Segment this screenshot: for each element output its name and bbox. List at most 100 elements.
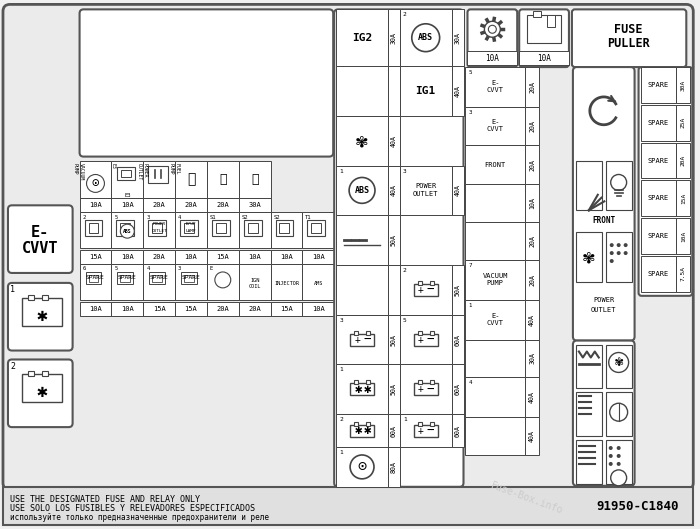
Bar (452, 414, 463, 447)
Text: 4: 4 (178, 215, 181, 220)
Text: 10A: 10A (121, 306, 134, 312)
Text: 10A: 10A (537, 53, 551, 62)
Text: ✱: ✱ (354, 383, 362, 396)
FancyBboxPatch shape (573, 341, 635, 486)
Text: 15A: 15A (216, 254, 229, 260)
Circle shape (349, 177, 375, 203)
Text: 40A: 40A (454, 85, 461, 97)
Bar (452, 10, 463, 66)
Text: ✱: ✱ (354, 424, 362, 437)
Bar (452, 364, 463, 414)
Bar (42, 371, 48, 377)
Bar (80, 161, 111, 198)
Text: SPARE: SPARE (181, 276, 200, 280)
Text: 50A: 50A (391, 384, 397, 395)
Text: 20A: 20A (529, 81, 535, 93)
Text: 20A: 20A (216, 306, 229, 312)
Text: SPARE: SPARE (118, 276, 136, 280)
Bar (336, 447, 388, 487)
Text: SPARE: SPARE (648, 158, 669, 163)
Bar (207, 212, 239, 248)
Text: 15A: 15A (681, 193, 686, 204)
Text: 60A: 60A (454, 334, 461, 345)
Circle shape (624, 251, 628, 255)
Bar (248, 223, 258, 233)
Bar (466, 377, 525, 417)
Text: ✾: ✾ (615, 355, 623, 369)
Bar (430, 422, 434, 426)
Bar (336, 215, 388, 265)
Bar (350, 425, 374, 436)
Text: S2: S2 (274, 215, 280, 220)
Bar (466, 260, 525, 300)
Text: 30A: 30A (454, 32, 461, 44)
Text: 7: 7 (468, 263, 472, 268)
Bar (336, 364, 388, 414)
Circle shape (610, 403, 628, 421)
Text: 10A: 10A (89, 306, 102, 312)
Bar (175, 198, 207, 212)
Circle shape (609, 462, 612, 466)
Bar (180, 220, 198, 236)
Circle shape (610, 243, 614, 247)
Bar (400, 166, 452, 215)
Bar (414, 425, 438, 436)
Text: E: E (210, 266, 213, 271)
Bar (606, 344, 631, 388)
Bar (525, 340, 539, 377)
Bar (120, 223, 130, 233)
Bar (519, 51, 569, 65)
Bar (525, 260, 539, 300)
Text: USE SOLO LOS FUSIBLES Y RELEVADORES ESPECIFICADOS: USE SOLO LOS FUSIBLES Y RELEVADORES ESPE… (10, 504, 255, 513)
Text: USE THE DESIGNATED FUSE AND RELAY ONLY: USE THE DESIGNATED FUSE AND RELAY ONLY (10, 495, 200, 504)
Bar (270, 212, 302, 248)
Bar (239, 198, 270, 212)
Text: 1: 1 (340, 169, 343, 174)
Text: ABS: ABS (355, 186, 370, 195)
Circle shape (484, 21, 500, 37)
Circle shape (617, 446, 621, 450)
Text: VACUUM
PUMP: VACUUM PUMP (73, 162, 83, 180)
Text: S2: S2 (241, 215, 248, 220)
Bar (606, 161, 631, 211)
Bar (606, 440, 631, 484)
Bar (354, 331, 358, 335)
Bar (640, 256, 676, 292)
Bar (212, 220, 230, 236)
Text: −: − (427, 284, 435, 296)
Text: 20A: 20A (529, 120, 535, 132)
Text: SPARE: SPARE (648, 120, 669, 126)
Bar (527, 15, 561, 43)
Text: 30A: 30A (248, 202, 261, 208)
Text: 5: 5 (114, 266, 118, 271)
Text: 20A: 20A (153, 254, 165, 260)
Text: 30A: 30A (529, 352, 535, 364)
Text: −: − (427, 383, 435, 396)
Bar (466, 417, 525, 455)
Text: +: + (418, 285, 424, 295)
Bar (414, 334, 438, 345)
Bar (466, 300, 525, 340)
FancyBboxPatch shape (8, 205, 73, 273)
Bar (525, 377, 539, 417)
Text: 60A: 60A (391, 425, 397, 436)
Bar (279, 223, 289, 233)
Bar (175, 250, 207, 264)
Bar (28, 295, 34, 300)
Text: 1: 1 (10, 285, 15, 294)
Text: ABS: ABS (418, 33, 433, 42)
Bar (388, 166, 400, 215)
Bar (576, 161, 602, 211)
Text: IGN
COIL: IGN COIL (248, 278, 261, 289)
Bar (640, 143, 676, 178)
Bar (468, 51, 517, 65)
Bar (466, 107, 525, 144)
FancyBboxPatch shape (334, 10, 463, 487)
Bar (116, 220, 134, 236)
Text: ⛽: ⛽ (187, 172, 195, 186)
Text: POWER: POWER (593, 297, 615, 303)
Circle shape (617, 251, 621, 255)
Text: 🔦: 🔦 (251, 173, 258, 186)
Bar (676, 143, 690, 178)
Text: ✱: ✱ (363, 424, 371, 437)
